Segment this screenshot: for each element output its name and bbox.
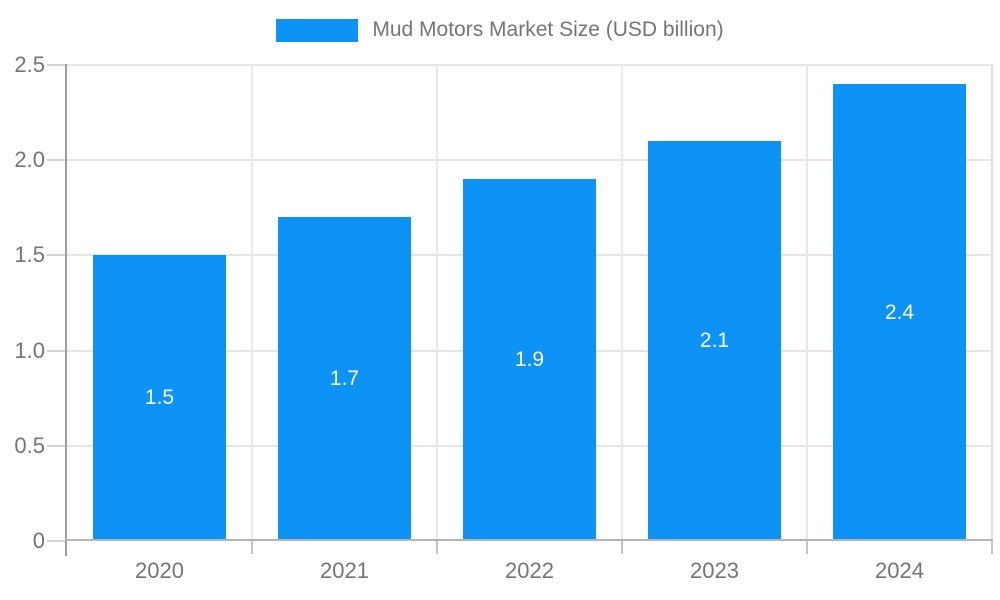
bar-slot: 1.9: [437, 65, 622, 541]
plot-area: 1.5 1.7 1.9 2.1 2.4: [67, 64, 992, 541]
x-tick: [621, 541, 623, 554]
bar-slot: 1.7: [252, 65, 437, 541]
x-tick: [251, 541, 253, 554]
y-tick-label: 0.5: [14, 432, 45, 458]
bar[interactable]: 2.1: [647, 141, 782, 541]
bar[interactable]: 1.5: [92, 255, 227, 541]
legend-label: Mud Motors Market Size (USD billion): [372, 18, 724, 41]
bar-value-label: 1.5: [144, 386, 175, 410]
chart-legend[interactable]: Mud Motors Market Size (USD billion): [0, 18, 1000, 42]
y-gridline: [67, 159, 992, 162]
bar[interactable]: 2.4: [832, 84, 967, 541]
x-axis-line: [65, 539, 993, 541]
y-tick: [47, 444, 67, 447]
bar[interactable]: 1.9: [462, 179, 597, 541]
x-category-label: 2022: [505, 558, 554, 583]
y-tick-label: 2.0: [14, 147, 45, 173]
bar-value-label: 2.1: [699, 329, 730, 353]
x-tick: [436, 541, 438, 554]
legend-swatch[interactable]: [276, 18, 359, 42]
y-tick-label: 2.5: [14, 52, 45, 77]
y-tick: [47, 540, 67, 542]
y-tick-label: 1.5: [14, 242, 45, 268]
bar[interactable]: 1.7: [277, 217, 412, 541]
x-category-label: 2024: [875, 558, 924, 583]
x-category-label: 2020: [135, 558, 184, 583]
x-gridline: [806, 65, 808, 541]
x-gridline: [621, 65, 623, 541]
bar-value-label: 1.7: [329, 367, 360, 391]
y-tick-label: 1.0: [14, 337, 45, 363]
x-category-label: 2023: [690, 558, 739, 583]
x-tick: [991, 541, 993, 554]
bar-slot: 2.4: [807, 65, 992, 541]
y-tick: [47, 159, 67, 162]
x-tick: [806, 541, 808, 554]
x-gridline: [436, 65, 438, 541]
y-tick: [47, 254, 67, 257]
x-category-label: 2021: [320, 558, 369, 583]
y-gridline: [67, 64, 992, 66]
y-tick-label: 0: [32, 528, 45, 553]
y-axis-line: [65, 64, 67, 556]
y-tick: [47, 64, 67, 66]
x-gridline: [251, 65, 253, 541]
bar-slot: 2.1: [622, 65, 807, 541]
bar-value-label: 2.4: [884, 300, 915, 324]
bar-value-label: 1.9: [514, 348, 545, 372]
y-tick: [47, 349, 67, 352]
bar-slot: 1.5: [67, 65, 252, 541]
plot-right-border: [991, 64, 993, 553]
